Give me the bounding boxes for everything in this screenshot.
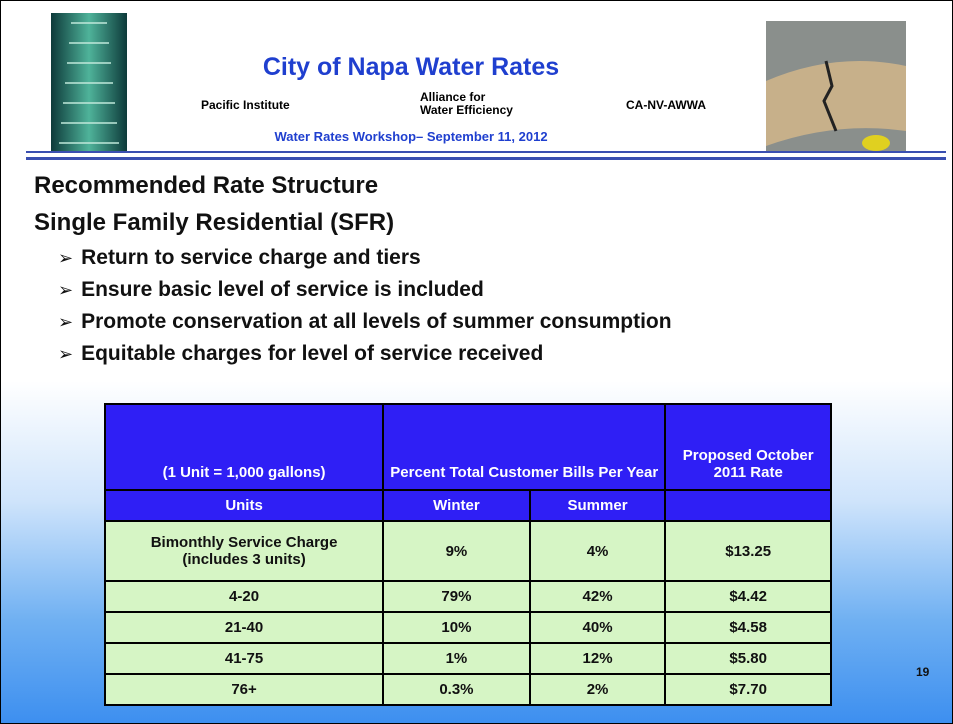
cell-text: 12%: [582, 650, 613, 667]
cell-text: $5.80: [729, 650, 767, 667]
cell-text: 2%: [586, 681, 609, 698]
cell-text: 0.3%: [439, 681, 474, 698]
left-org: Pacific Institute: [201, 98, 290, 112]
cell-text: 4%: [586, 542, 609, 560]
subheader-row: Units Winter Summer: [103, 489, 832, 522]
heading: Single Family Residential (SFR): [34, 209, 395, 236]
table-row: 21-40 10% 40% $4.58: [103, 611, 832, 644]
table-cell: 42%: [528, 580, 667, 613]
header-cell: Proposed October 2011 Rate: [664, 403, 832, 491]
cell-text: $13.25: [725, 542, 772, 560]
cell-text: 1%: [445, 650, 468, 667]
table-cell: $13.25: [664, 520, 832, 582]
table-cell: 2%: [528, 673, 667, 706]
header-cell: [664, 489, 832, 522]
cell-text: 10%: [441, 619, 472, 636]
table-cell: 9%: [382, 520, 531, 582]
rate-table: (1 Unit = 1,000 gallons) Percent Total C…: [103, 403, 832, 706]
cell-text: 9%: [445, 542, 468, 560]
cell-text: 42%: [582, 588, 613, 605]
table-cell: 0.3%: [382, 673, 531, 706]
table-cell: $7.70: [664, 673, 832, 706]
cell-text: $7.70: [729, 681, 767, 698]
table-cell: 21-40: [103, 611, 385, 644]
table-cell: $4.58: [664, 611, 832, 644]
bullet: Promote conservation at all levels of su…: [58, 310, 671, 334]
rule: [26, 151, 946, 153]
table-cell: Bimonthly Service Charge (includes 3 uni…: [103, 520, 385, 582]
header-cell: Summer: [528, 489, 667, 522]
table-cell: $5.80: [664, 642, 832, 675]
title: City of Napa Water Rates: [262, 53, 560, 81]
table-cell: 1%: [382, 642, 531, 675]
table-cell: 4-20: [103, 580, 385, 613]
header-cell: Units: [103, 489, 385, 522]
subtitle: Water Rates Workshop– September 11, 2012: [274, 129, 548, 144]
right-org: CA-NV-AWWA: [626, 98, 706, 112]
photo-right: [766, 21, 906, 153]
photo-left: [51, 13, 127, 153]
bullet: Equitable charges for level of service r…: [58, 342, 543, 366]
table-row: Bimonthly Service Charge (includes 3 uni…: [103, 520, 832, 582]
table-cell: 4%: [528, 520, 667, 582]
middle-org: Alliance for Water Efficiency: [420, 90, 513, 117]
table-cell: 10%: [382, 611, 531, 644]
table-row: 41-75 1% 12% $5.80: [103, 642, 832, 675]
table-row: 4-20 79% 42% $4.42: [103, 580, 832, 613]
table-cell: 12%: [528, 642, 667, 675]
header-cell: Winter: [382, 489, 531, 522]
heading: Recommended Rate Structure: [34, 172, 379, 199]
header-cell: (1 Unit = 1,000 gallons): [103, 403, 385, 491]
cell-text: $4.58: [729, 619, 767, 636]
cell-text: $4.42: [729, 588, 767, 605]
table-cell: 40%: [528, 611, 667, 644]
rule: [26, 157, 946, 160]
header-row: (1 Unit = 1,000 gallons) Percent Total C…: [103, 403, 832, 491]
table-cell: 76+: [103, 673, 385, 706]
cell-text: Bimonthly Service Charge (includes 3 uni…: [150, 534, 338, 568]
header-cell: Percent Total Customer Bills Per Year: [382, 403, 667, 491]
cell-text: 21-40: [224, 619, 264, 636]
page-number: 19: [916, 665, 930, 679]
cell-text: 76+: [231, 681, 257, 698]
table-row: 76+ 0.3% 2% $7.70: [103, 673, 832, 706]
cell-text: 40%: [582, 619, 613, 636]
cell-text: 79%: [441, 588, 472, 605]
table-cell: 79%: [382, 580, 531, 613]
cell-text: 41-75: [224, 650, 264, 667]
cell-text: 4-20: [229, 588, 260, 605]
bullet: Return to service charge and tiers: [58, 246, 421, 270]
table-cell: 41-75: [103, 642, 385, 675]
table-cell: $4.42: [664, 580, 832, 613]
bullet: Ensure basic level of service is include…: [58, 278, 484, 302]
